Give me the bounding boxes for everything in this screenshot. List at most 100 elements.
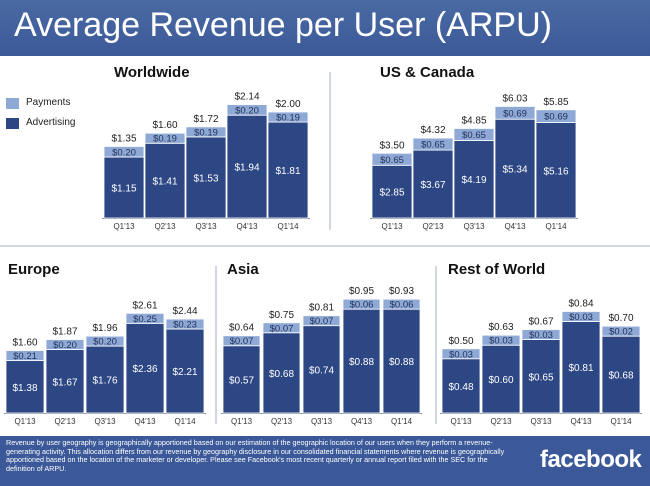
us-canada-tick-1: Q2'13 (422, 222, 444, 231)
worldwide-label-advertising-1: $1.41 (152, 177, 177, 188)
asia-label-advertising-3: $0.88 (349, 357, 374, 368)
asia-tick-0: Q1'13 (231, 417, 253, 426)
europe-label-payments-1: $0.20 (53, 340, 77, 351)
europe-label-advertising-3: $2.36 (132, 364, 157, 375)
worldwide-bar-advertising-0 (103, 156, 145, 219)
us-canada-bar-payments-3 (494, 106, 536, 120)
asia-label-advertising-1: $0.68 (269, 369, 294, 380)
rest-of-world-label-advertising-3: $0.81 (568, 363, 593, 374)
title-banner: Average Revenue per User (ARPU) (0, 0, 650, 56)
rest-of-world-chart-title: Rest of World (448, 261, 545, 278)
asia-bar-advertising-2 (302, 325, 341, 414)
rest-of-world-label-total-4: $0.70 (608, 313, 633, 324)
worldwide-tick-3: Q4'13 (236, 222, 258, 231)
us-canada-label-payments-1: $0.65 (421, 140, 445, 151)
asia-tick-1: Q2'13 (271, 417, 293, 426)
us-canada-label-payments-2: $0.65 (462, 130, 486, 141)
rest-of-world-label-payments-2: $0.03 (529, 330, 553, 341)
rest-of-world-tick-4: Q1'14 (610, 417, 632, 426)
footer: Revenue by user geography is geographica… (0, 436, 650, 486)
rest-of-world-label-total-3: $0.84 (568, 298, 593, 309)
asia-bar-payments-0 (222, 335, 261, 347)
worldwide-bar-payments-2 (185, 126, 227, 138)
us-canada-bar-payments-2 (453, 128, 495, 141)
asia-chart-title: Asia (227, 261, 259, 278)
rest-of-world-label-advertising-4: $0.68 (608, 371, 633, 382)
worldwide-bar-payments-1 (144, 132, 186, 144)
rest-of-world-bar-payments-4 (601, 325, 641, 337)
europe-bar-advertising-0 (5, 360, 45, 414)
asia-label-payments-4: $0.06 (390, 300, 414, 311)
worldwide-tick-0: Q1'13 (113, 222, 135, 231)
worldwide-label-total-2: $1.72 (193, 114, 218, 125)
rest-of-world-tick-1: Q2'13 (490, 417, 512, 426)
europe-bar-payments-2 (85, 335, 125, 347)
rest-of-world-label-payments-4: $0.02 (609, 327, 633, 338)
asia-label-payments-3: $0.06 (350, 300, 374, 311)
worldwide-bar-advertising-4 (267, 121, 309, 219)
europe-label-advertising-2: $1.76 (92, 376, 117, 387)
asia-bar-payments-4 (382, 298, 421, 310)
us-canada-label-advertising-0: $2.85 (379, 188, 404, 199)
rest-of-world-bar-advertising-3 (561, 321, 601, 414)
worldwide-bar-advertising-3 (226, 114, 268, 219)
us-canada-tick-0: Q1'13 (381, 222, 403, 231)
rest-of-world-tick-0: Q1'13 (450, 417, 472, 426)
asia-bar-payments-2 (302, 315, 341, 327)
asia-bar-advertising-4 (382, 308, 421, 414)
worldwide-label-advertising-3: $1.94 (234, 163, 259, 174)
asia-tick-4: Q1'14 (391, 417, 413, 426)
worldwide-tick-2: Q3'13 (195, 222, 217, 231)
asia-label-total-2: $0.81 (309, 303, 334, 314)
europe-bar-payments-1 (45, 339, 85, 350)
us-canada-label-total-1: $4.32 (420, 125, 445, 136)
worldwide-label-advertising-0: $1.15 (111, 184, 136, 195)
europe-bar-payments-4 (165, 318, 205, 330)
europe-bar-payments-0 (5, 350, 45, 361)
us-canada-bar-payments-0 (371, 152, 413, 166)
europe-label-total-1: $1.87 (52, 327, 77, 338)
rest-of-world-label-total-0: $0.50 (448, 336, 473, 347)
us-canada-bar-payments-1 (412, 137, 454, 151)
europe-bar-payments-3 (125, 312, 165, 324)
europe-label-total-4: $2.44 (172, 306, 197, 317)
worldwide-bar-advertising-2 (185, 136, 227, 219)
europe-label-advertising-1: $1.67 (52, 377, 77, 388)
asia-label-total-3: $0.95 (349, 286, 374, 297)
rest-of-world-bar-payments-0 (441, 348, 481, 360)
rest-of-world-label-total-2: $0.67 (528, 317, 553, 328)
worldwide-label-payments-0: $0.20 (112, 147, 136, 158)
us-canada-bar-advertising-0 (371, 164, 413, 219)
rest-of-world-label-payments-3: $0.03 (569, 312, 593, 323)
asia-label-total-4: $0.93 (389, 286, 414, 297)
europe-chart-title: Europe (8, 261, 60, 278)
rest-of-world-tick-3: Q4'13 (570, 417, 592, 426)
worldwide-tick-1: Q2'13 (154, 222, 176, 231)
rest-of-world-label-payments-1: $0.03 (489, 336, 513, 347)
us-canada-label-total-2: $4.85 (461, 115, 486, 126)
asia-label-payments-0: $0.07 (230, 336, 254, 347)
us-canada-label-total-0: $3.50 (379, 140, 404, 151)
asia-label-total-0: $0.64 (229, 323, 254, 334)
europe-label-total-3: $2.61 (132, 300, 157, 311)
worldwide-label-payments-2: $0.19 (194, 127, 218, 138)
asia-tick-2: Q3'13 (311, 417, 333, 426)
worldwide-bar-payments-0 (103, 146, 145, 158)
europe-label-total-2: $1.96 (92, 323, 117, 334)
us-canada-label-payments-3: $0.69 (503, 108, 527, 119)
worldwide-bar-payments-4 (267, 111, 309, 123)
worldwide-bar-advertising-1 (144, 142, 186, 219)
us-canada-label-advertising-1: $3.67 (420, 180, 445, 191)
us-canada-bar-payments-4 (535, 109, 577, 123)
us-canada-label-total-3: $6.03 (502, 93, 527, 104)
europe-bar-advertising-2 (85, 345, 125, 414)
worldwide-label-payments-4: $0.19 (276, 113, 300, 124)
us-canada-bar-advertising-2 (453, 140, 495, 219)
us-canada-bar-advertising-1 (412, 149, 454, 219)
worldwide-label-total-4: $2.00 (275, 99, 300, 110)
us-canada-tick-4: Q1'14 (545, 222, 567, 231)
asia-label-payments-1: $0.07 (270, 323, 294, 334)
worldwide-chart-title: Worldwide (114, 64, 190, 81)
asia-label-total-1: $0.75 (269, 310, 294, 321)
europe-label-payments-4: $0.23 (173, 320, 197, 331)
